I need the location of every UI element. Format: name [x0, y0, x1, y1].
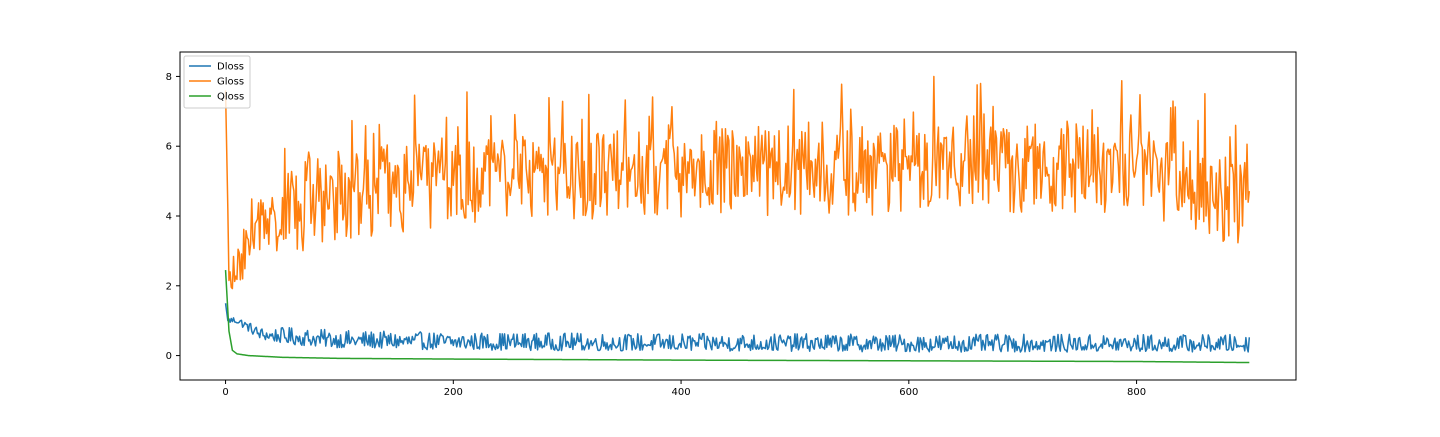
y-axis: 0 2 4 6 8: [166, 72, 180, 362]
x-tick-label: 600: [899, 387, 918, 398]
y-tick-label: 2: [166, 281, 172, 292]
legend-label-dloss: Dloss: [217, 62, 244, 73]
x-tick-label: 200: [444, 387, 463, 398]
series-line-qloss: [224, 270, 1250, 364]
x-tick-label: 800: [1127, 387, 1146, 398]
y-tick-label: 6: [166, 142, 172, 153]
y-tick-label: 0: [166, 351, 172, 362]
x-axis: 0 200 400 600 800: [222, 380, 1146, 398]
x-tick-label: 0: [222, 387, 228, 398]
series-line-dloss: [224, 303, 1251, 353]
legend: Dloss Gloss Qloss: [183, 55, 251, 109]
x-tick-label: 400: [672, 387, 691, 398]
legend-box: [183, 55, 251, 109]
legend-label-gloss: Gloss: [217, 77, 244, 88]
series-line-gloss: [224, 75, 1251, 290]
series-layer: [224, 75, 1251, 364]
y-tick-label: 4: [166, 212, 172, 223]
legend-label-qloss: Qloss: [217, 92, 244, 103]
y-tick-label: 8: [166, 72, 172, 83]
